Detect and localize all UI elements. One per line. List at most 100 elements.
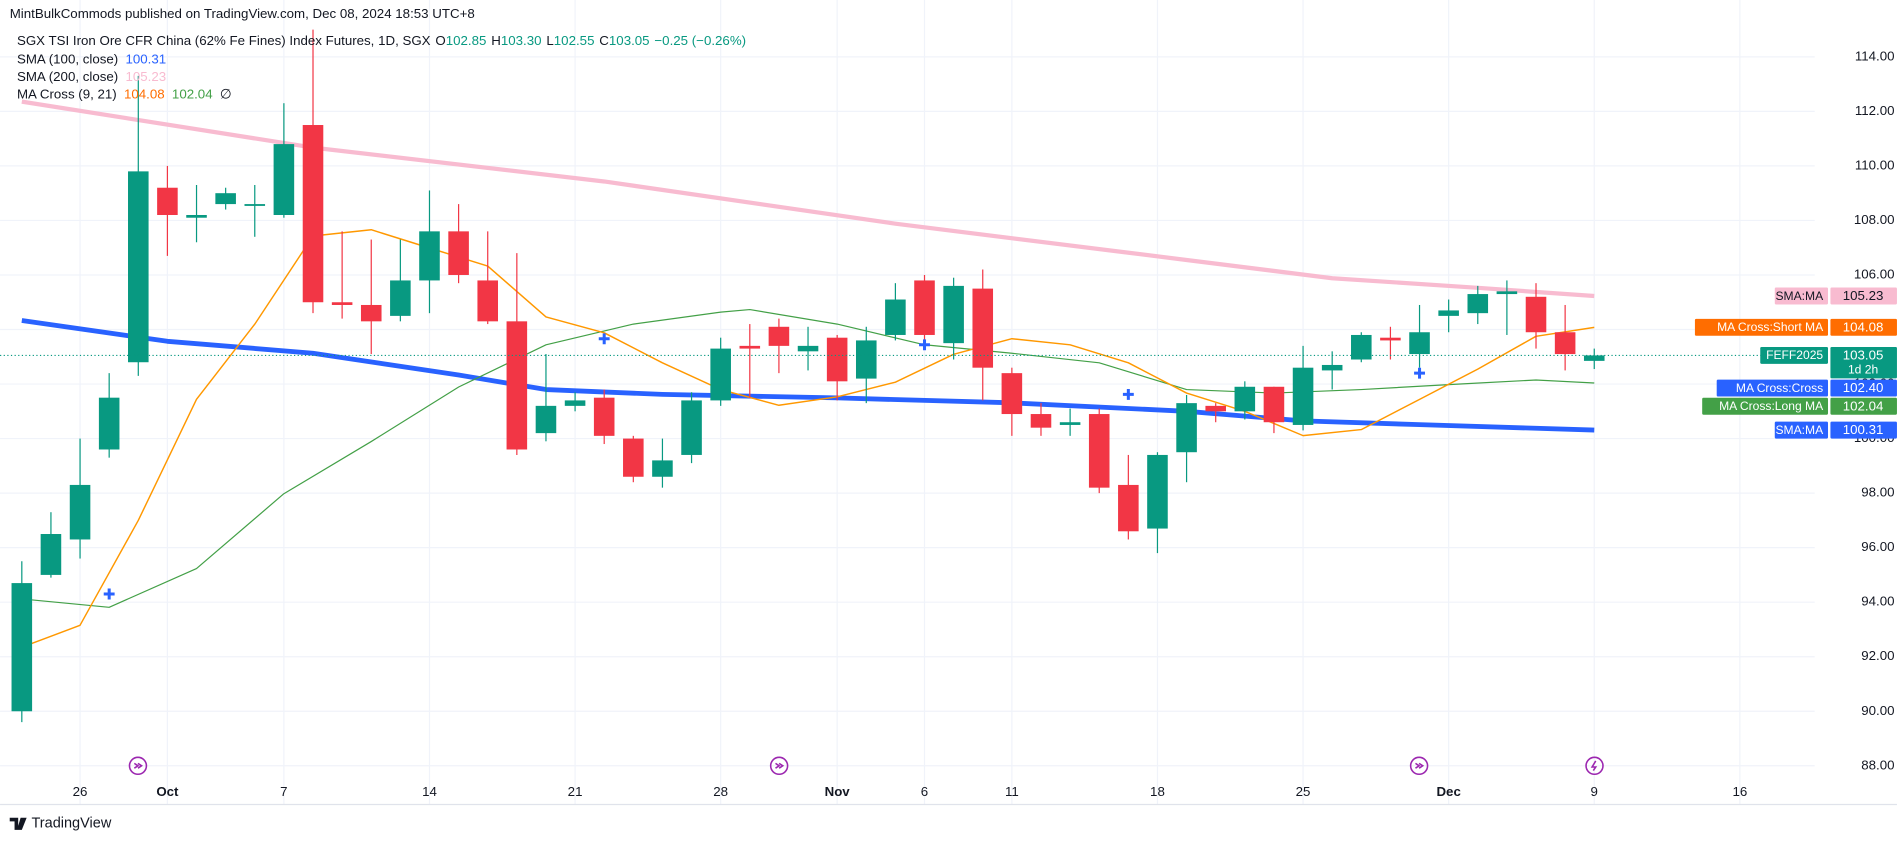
indicator-value: 100.31 [125,51,166,66]
indicator-name: MA Cross (9, 21) [17,86,117,101]
indicator-value: ∅ [220,86,232,101]
footer: TradingView [9,816,112,832]
price-label: SMA:MA 105.23 [1774,287,1897,305]
ohlc-key: L [546,33,553,48]
price-label-name-bg [1694,318,1829,336]
candle-body [302,125,324,303]
price-label: MA Cross:Short MA 104.08 [1694,318,1897,336]
price-label-name: MA Cross:Cross [1736,381,1823,395]
candle-body [768,326,790,346]
candle-body [1030,414,1052,428]
candle-body [593,397,615,436]
candle-body [1583,355,1605,361]
candle-body [1496,291,1518,295]
cross-marker [1122,388,1134,400]
published-line: MintBulkCommods published on TradingView… [10,6,475,21]
y-tick-label: 96.00 [1861,539,1894,554]
candle-body [855,340,877,379]
price-label-value-bg [1830,287,1897,305]
candle-body [1205,405,1226,412]
price-label-value: 100.31 [1843,422,1884,437]
x-tick-label: 26 [73,784,88,799]
candle-body [972,288,994,368]
x-tick-label: 9 [1591,784,1598,799]
candle-body [506,321,528,450]
y-tick-label: 114.00 [1855,48,1895,63]
ma-line [21,229,1595,648]
x-tick-label: Dec [1436,784,1460,799]
candle-body [1234,386,1256,412]
candle-body [797,345,819,352]
candle-body [943,285,964,344]
price-label: SMA:MA 100.31 [1774,421,1897,439]
candle-body [1263,386,1285,423]
indicator-legend: MA Cross (9, 21) 104.08 102.04 ∅ [17,86,231,101]
price-label-name: FEFF2025 [1766,348,1823,362]
candle-body [1059,422,1081,425]
indicator-value: 105.23 [125,68,166,83]
event-icon [1409,756,1429,776]
price-label-countdown: 1d 2h [1848,363,1878,377]
x-tick-label: 25 [1296,784,1311,799]
price-label-value: 105.23 [1843,288,1884,303]
indicator-name: SMA (100, close) [17,51,118,66]
candle-body [477,280,499,322]
ohlc-key: C [599,33,609,48]
price-label-name-bg [1774,421,1829,439]
candle-body [564,400,586,406]
event-icon [1585,756,1604,776]
indicator-legend: SMA (100, close) 100.31 [17,51,166,66]
x-tick-label: Nov [825,784,851,799]
candle-body [215,193,236,205]
candle-body [40,534,62,575]
price-label-value: 103.05 [1843,348,1884,363]
cross-marker [598,333,610,345]
candle-body [98,397,120,450]
x-tick-label: 18 [1150,784,1165,799]
cross-marker [1414,367,1425,379]
event-icon [128,756,148,776]
indicator-value: 102.04 [172,86,213,101]
price-label-name: SMA:MA [1776,289,1825,303]
indicator-value: 104.08 [124,86,165,101]
price-label: MA Cross:Long MA 102.04 [1702,397,1897,415]
cross-marker [919,339,930,351]
candle-body [1147,454,1168,529]
candle-body [1118,484,1139,532]
event-icon [769,756,789,776]
y-tick-label: 106.00 [1854,266,1895,281]
logo [9,817,27,830]
price-labels: SMA:MA 105.23 MA Cross:Short MA 104.08 FEFF2… [1694,287,1897,439]
x-tick-label: 16 [1732,784,1747,799]
price-label-value-bg [1830,346,1897,379]
candle-body [914,280,935,335]
candle-body [11,583,33,712]
y-tick-label: 108.00 [1854,212,1895,227]
candle-body [652,460,673,477]
price-label: MA Cross:Cross 102.40 [1716,379,1897,397]
x-tick-label: 7 [280,784,287,799]
candle-body [69,484,91,540]
price-label-name-bg [1716,379,1829,397]
ma-line [21,99,1595,299]
y-tick-label: 98.00 [1861,485,1894,500]
plot [0,29,1815,723]
candle-body [244,204,266,206]
candle-body [1176,403,1197,453]
price-label-value: 102.04 [1843,398,1884,413]
candle-body [390,280,411,316]
price-label-name: MA Cross:Short MA [1717,320,1824,334]
ohlc-key: H [491,33,501,48]
y-tick-label: 110.00 [1855,157,1895,172]
price-label-name-bg [1774,287,1829,305]
candle-body [1088,414,1110,488]
price-label-value-bg [1830,421,1897,439]
symbol: SGX TSI Iron Ore CFR China (62% Fe Fines… [17,33,431,48]
candle-body [1409,332,1430,355]
ohlc-value: 103.05 [609,33,650,48]
y-tick-label: 90.00 [1861,703,1894,718]
candle-body [681,400,702,455]
